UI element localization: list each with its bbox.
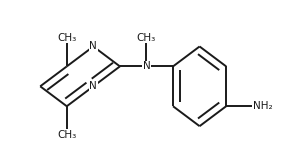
Text: NH₂: NH₂: [253, 101, 272, 111]
Text: N: N: [89, 81, 97, 91]
Text: N: N: [89, 42, 97, 51]
Text: N: N: [143, 61, 150, 71]
Text: CH₃: CH₃: [57, 33, 76, 43]
Text: CH₃: CH₃: [137, 33, 156, 43]
Text: CH₃: CH₃: [57, 130, 76, 140]
